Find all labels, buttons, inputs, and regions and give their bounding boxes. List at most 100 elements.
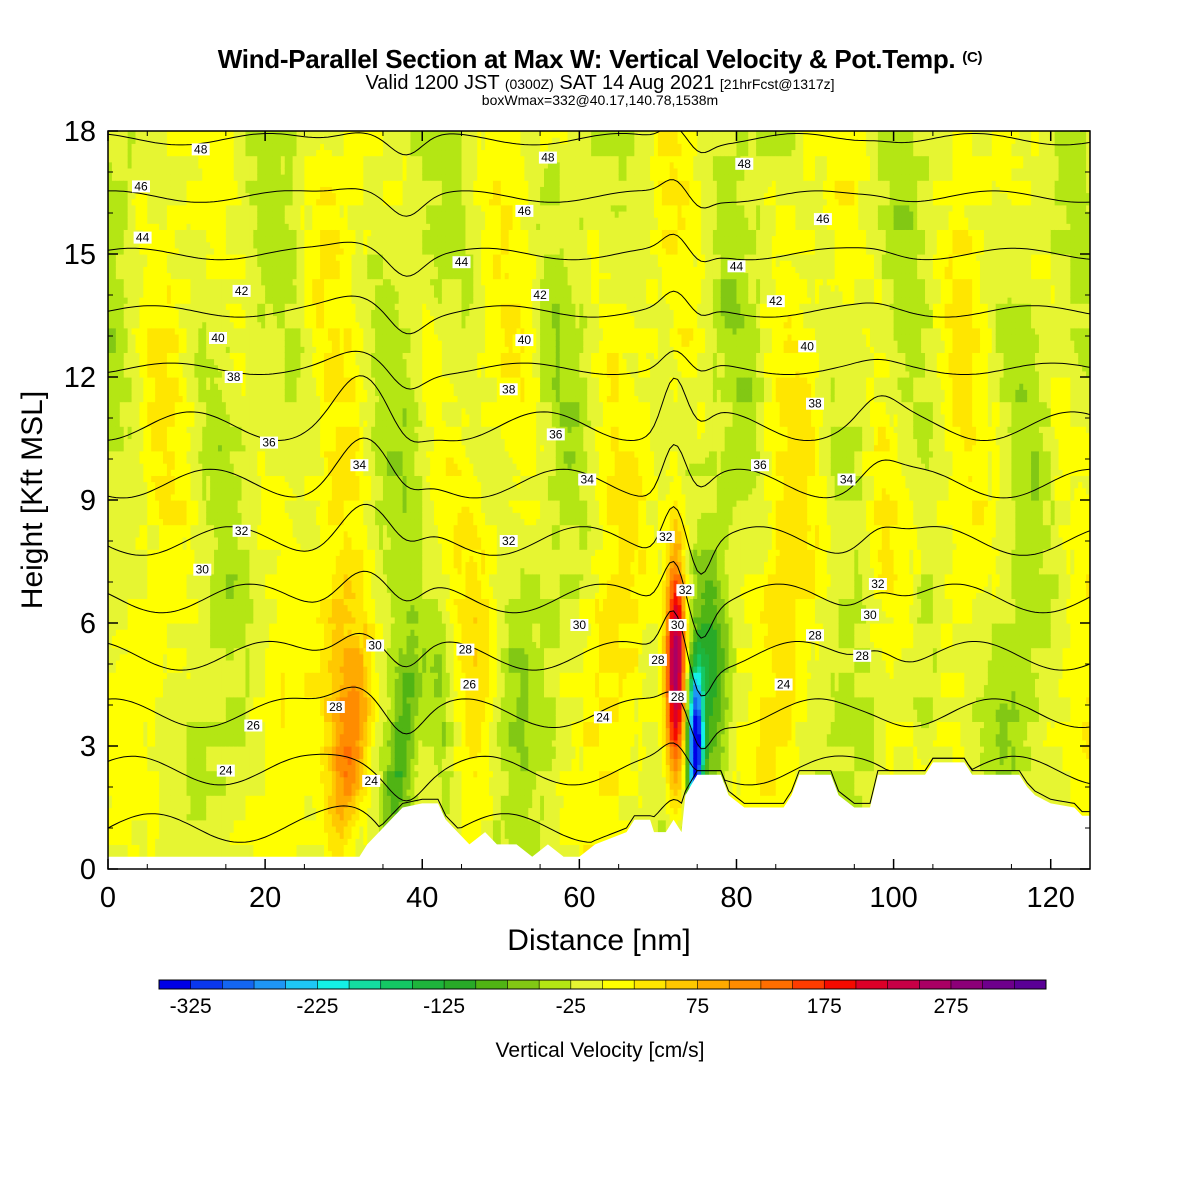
w-cell (108, 623, 113, 630)
w-cell (159, 235, 164, 243)
w-cell (206, 290, 211, 298)
w-cell (261, 696, 266, 704)
w-cell (241, 598, 247, 606)
w-cell (111, 690, 117, 698)
w-cell (170, 180, 176, 187)
w-cell (108, 143, 113, 151)
w-cell (265, 290, 270, 298)
w-cell (174, 653, 180, 661)
w-cell (217, 629, 223, 636)
w-cell (194, 481, 199, 489)
w-cell (198, 364, 203, 372)
w-cell (233, 579, 239, 587)
w-cell (245, 155, 251, 163)
w-cell (221, 309, 227, 317)
w-cell (214, 290, 219, 298)
w-cell (143, 635, 148, 643)
w-cell (221, 272, 227, 280)
w-cell (155, 198, 160, 206)
w-cell (127, 586, 133, 593)
w-cell (186, 789, 192, 796)
w-cell (127, 770, 133, 778)
w-cell (233, 801, 239, 809)
w-cell (139, 592, 144, 599)
w-cell (127, 807, 133, 815)
w-cell (229, 690, 235, 698)
w-cell (265, 180, 270, 187)
w-cell (178, 561, 184, 569)
w-cell (182, 260, 188, 267)
w-cell (257, 327, 262, 335)
w-cell (147, 838, 152, 845)
w-cell (198, 832, 203, 839)
w-cell (139, 832, 144, 839)
w-cell (237, 586, 243, 593)
w-cell (135, 543, 141, 550)
w-cell (214, 832, 219, 839)
w-cell (241, 825, 247, 833)
w-cell (174, 715, 180, 722)
w-cell (198, 770, 203, 778)
w-cell (253, 426, 258, 433)
w-cell (143, 278, 148, 286)
w-cell (166, 573, 172, 581)
w-cell (174, 303, 180, 310)
w-cell (190, 678, 196, 686)
w-cell (135, 616, 141, 624)
w-cell (269, 709, 274, 716)
w-cell (249, 303, 254, 310)
w-cell (269, 807, 274, 815)
w-cell (131, 500, 137, 507)
w-cell (139, 426, 144, 433)
w-cell (162, 180, 168, 187)
w-cell (159, 715, 164, 722)
w-cell (166, 340, 172, 347)
w-cell (143, 475, 148, 483)
w-cell (229, 506, 235, 513)
w-cell (135, 450, 141, 458)
w-cell (237, 383, 243, 390)
w-cell (108, 180, 113, 187)
w-cell (119, 838, 125, 845)
w-cell (261, 561, 266, 569)
w-cell (155, 155, 160, 163)
w-cell (186, 752, 192, 759)
w-cell (249, 149, 254, 157)
w-cell (233, 770, 239, 778)
w-cell (155, 709, 160, 716)
w-cell (123, 377, 129, 384)
w-cell (123, 770, 129, 778)
w-cell (265, 733, 270, 741)
w-cell (166, 383, 172, 390)
w-cell (221, 284, 227, 292)
w-cell (253, 586, 258, 593)
w-cell (143, 198, 148, 206)
w-cell (174, 530, 180, 538)
w-cell (241, 389, 247, 397)
w-cell (225, 838, 231, 845)
w-cell (123, 444, 129, 452)
w-cell (147, 524, 152, 532)
w-cell (115, 309, 121, 317)
w-cell (198, 573, 203, 581)
w-cell (123, 555, 129, 563)
w-cell (233, 789, 239, 796)
w-cell (221, 389, 227, 397)
w-cell (186, 432, 192, 440)
w-cell (182, 180, 188, 187)
w-cell (162, 604, 168, 612)
w-cell (155, 579, 160, 587)
chart-subtitle: Valid 1200 JST (0300Z) SAT 14 Aug 2021 [… (0, 72, 1200, 95)
w-cell (111, 266, 117, 274)
w-cell (265, 186, 270, 194)
w-cell (182, 573, 188, 581)
w-cell (143, 413, 148, 421)
w-cell (261, 770, 266, 778)
w-cell (174, 555, 180, 563)
w-cell (139, 573, 144, 581)
w-cell (166, 666, 172, 673)
w-cell (166, 364, 172, 372)
w-cell (194, 623, 199, 630)
w-cell (182, 395, 188, 403)
w-cell (214, 500, 219, 507)
